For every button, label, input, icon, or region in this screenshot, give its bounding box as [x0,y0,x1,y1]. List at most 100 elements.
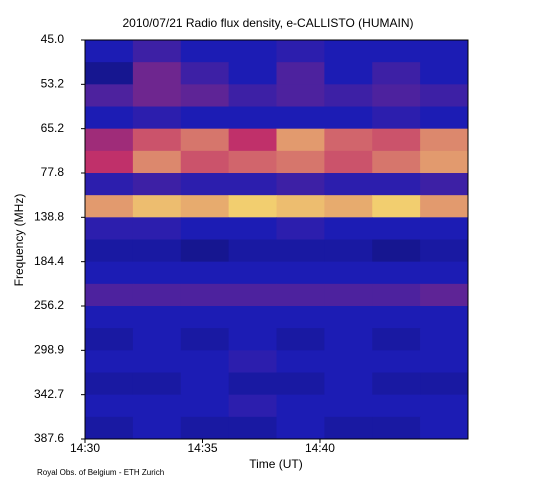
heatmap-cell [324,372,373,396]
heatmap-cell [228,106,277,130]
heatmap-cell [420,128,469,152]
heatmap-cell [132,416,182,440]
heatmap-cell [324,173,373,196]
heatmap-cell [372,128,421,152]
footer: Royal Obs. of Belgium - ETH Zurich [37,468,164,477]
heatmap-cell [372,328,421,351]
heatmap-cell [324,106,373,130]
heatmap-cell [85,261,134,285]
heatmap-cell [132,40,182,63]
heatmap-cell [85,306,134,329]
y-tick-label: 256.2 [34,298,64,312]
heatmap-cell [85,372,134,396]
heatmap-cell [85,62,134,85]
heatmap-cell [228,173,277,196]
heatmap-cell [228,62,277,85]
heatmap-cell [132,328,182,351]
y-tick-label: 65.2 [41,121,65,135]
heatmap-cell [276,239,325,263]
heatmap-cell [324,239,373,263]
heatmap-cell [420,416,469,440]
heatmap-cell [276,40,325,63]
heatmap-cell [85,106,134,130]
heatmap-cell [132,84,182,107]
heatmap-cell [420,150,469,174]
heatmap-cell [132,261,182,285]
heatmap-cell [420,239,469,263]
heatmap-cell [324,128,373,152]
heatmap-cell [372,40,421,63]
heatmap-cell [132,150,182,174]
heatmap-cell [372,350,421,373]
heatmap-cell [180,62,230,85]
heatmap-cell [276,62,325,85]
x-tick-label: 14:40 [305,441,335,455]
heatmap-cell [228,372,277,396]
heatmap-cell [324,283,373,307]
heatmap-cell [372,195,421,218]
heatmap-cell [85,195,134,218]
heatmap-cell [132,372,182,396]
heatmap-cell [420,394,469,418]
heatmap-cell [228,350,277,373]
heatmap-cell [324,195,373,218]
heatmap-cell [324,328,373,351]
heatmap-cell [372,150,421,174]
heatmap-cell [420,173,469,196]
heatmap-cell [132,350,182,373]
heatmap-cell [420,195,469,218]
y-tick-label: 184.4 [34,254,64,268]
heatmap-cell [420,283,469,307]
heatmap-cell [132,106,182,130]
heatmap-cell [276,261,325,285]
heatmap-cell [372,62,421,85]
heatmap-cell [228,261,277,285]
heatmap-cell [276,195,325,218]
heatmap-cell [180,217,230,240]
heatmap-cell [132,195,182,218]
heatmap-cell [324,40,373,63]
heatmap-cell [85,173,134,196]
heatmap-cell [228,394,277,418]
y-tick-label: 342.7 [34,387,64,401]
heatmap-cell [180,239,230,263]
heatmap-cell [228,306,277,329]
heatmap-cell [276,106,325,130]
plot-frame [84,39,469,440]
heatmap-cell [372,372,421,396]
heatmap-cell [372,416,421,440]
heatmap-cell [132,173,182,196]
heatmap-cell [276,372,325,396]
heatmap-cell [180,372,230,396]
heatmap-cell [420,40,469,63]
heatmap-cell [324,306,373,329]
y-tick-label: 77.8 [41,165,65,179]
heatmap-cell [276,416,325,440]
heatmap-cell [85,217,134,240]
heatmap-cell [276,328,325,351]
heatmap-cell [324,350,373,373]
heatmap-cell [180,328,230,351]
heatmap-cell [132,283,182,307]
heatmap-cell [228,283,277,307]
heatmap-cell [132,306,182,329]
heatmap-cell [372,217,421,240]
heatmap-cell [276,150,325,174]
heatmap-cell [420,106,469,130]
heatmap-cell [324,416,373,440]
heatmap-cell [228,150,277,174]
heatmap-cell [420,84,469,107]
heatmap-cell [180,150,230,174]
heatmap-cell [228,40,277,63]
y-tick-label: 387.6 [34,431,64,445]
heatmap-cell [372,173,421,196]
heatmap-cell [372,394,421,418]
heatmap-cell [228,217,277,240]
heatmap-cell [324,394,373,418]
y-tick-label: 298.9 [34,343,64,357]
heatmap-cell [228,128,277,152]
heatmap-cell [85,40,134,63]
heatmap-cell [228,195,277,218]
heatmap-cell [180,40,230,63]
